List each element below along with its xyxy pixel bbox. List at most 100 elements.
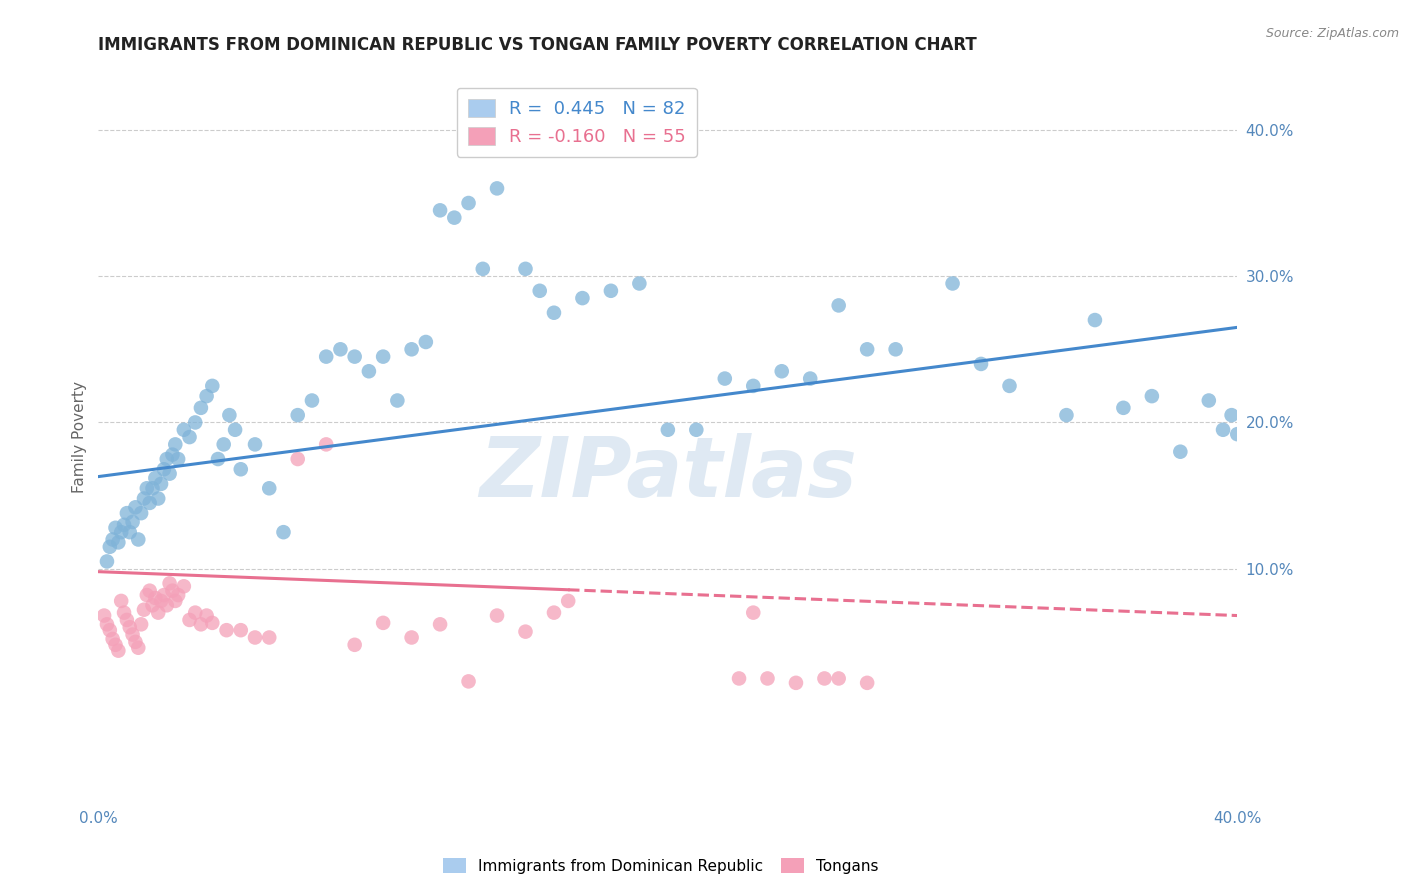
Y-axis label: Family Poverty: Family Poverty — [72, 381, 87, 493]
Point — [287, 452, 309, 467]
Point — [167, 452, 190, 467]
Point — [1226, 427, 1249, 442]
Point — [162, 583, 184, 598]
Point — [150, 594, 173, 608]
Point — [1056, 408, 1078, 422]
Point — [104, 521, 127, 535]
Point — [141, 599, 163, 613]
Point — [1140, 389, 1163, 403]
Point — [429, 617, 451, 632]
Point — [118, 620, 141, 634]
Point — [742, 606, 765, 620]
Point — [471, 261, 494, 276]
Point — [179, 613, 201, 627]
Point — [457, 196, 479, 211]
Point — [387, 393, 409, 408]
Point — [115, 613, 138, 627]
Point — [190, 617, 212, 632]
Point — [856, 343, 879, 357]
Point — [515, 261, 537, 276]
Text: ZIPatlas: ZIPatlas — [479, 434, 856, 514]
Point — [98, 540, 121, 554]
Point — [813, 672, 835, 686]
Point — [970, 357, 993, 371]
Point — [98, 623, 121, 637]
Point — [104, 638, 127, 652]
Point — [543, 306, 565, 320]
Point — [156, 452, 179, 467]
Point — [121, 515, 143, 529]
Point — [212, 437, 235, 451]
Point — [127, 640, 149, 655]
Point — [96, 617, 118, 632]
Point — [101, 533, 124, 547]
Point — [373, 615, 395, 630]
Point — [828, 672, 851, 686]
Point — [173, 579, 195, 593]
Point — [132, 491, 155, 506]
Point — [93, 608, 115, 623]
Point — [243, 631, 266, 645]
Point — [243, 437, 266, 451]
Point — [343, 638, 366, 652]
Point — [107, 535, 129, 549]
Point — [401, 631, 423, 645]
Point — [135, 481, 157, 495]
Point — [1112, 401, 1135, 415]
Point — [110, 594, 132, 608]
Point — [127, 533, 149, 547]
Point — [543, 606, 565, 620]
Point — [229, 462, 252, 476]
Point — [742, 379, 765, 393]
Point — [799, 371, 821, 385]
Point — [657, 423, 679, 437]
Point — [600, 284, 623, 298]
Point — [1084, 313, 1107, 327]
Point — [110, 525, 132, 540]
Point — [167, 588, 190, 602]
Point — [156, 599, 179, 613]
Point — [756, 672, 779, 686]
Point — [728, 672, 751, 686]
Point — [159, 467, 181, 481]
Point — [150, 476, 173, 491]
Point — [1212, 423, 1234, 437]
Point — [329, 343, 352, 357]
Point — [856, 676, 879, 690]
Point — [190, 401, 212, 415]
Point — [138, 496, 160, 510]
Point — [153, 588, 176, 602]
Point — [628, 277, 651, 291]
Point — [1198, 393, 1220, 408]
Point — [557, 594, 579, 608]
Point — [101, 632, 124, 646]
Point — [107, 643, 129, 657]
Point — [229, 623, 252, 637]
Point — [315, 437, 337, 451]
Point — [998, 379, 1021, 393]
Point — [118, 525, 141, 540]
Point — [138, 583, 160, 598]
Point — [124, 500, 146, 515]
Point — [148, 491, 170, 506]
Point — [132, 603, 155, 617]
Point — [165, 594, 187, 608]
Point — [1170, 444, 1192, 458]
Point — [714, 371, 737, 385]
Point — [215, 623, 238, 637]
Point — [415, 334, 437, 349]
Point — [141, 481, 163, 495]
Point — [571, 291, 593, 305]
Point — [153, 462, 176, 476]
Point — [515, 624, 537, 639]
Point — [124, 635, 146, 649]
Point — [96, 554, 118, 568]
Point — [159, 576, 181, 591]
Point — [148, 606, 170, 620]
Point — [207, 452, 229, 467]
Point — [112, 606, 135, 620]
Point — [195, 389, 218, 403]
Point — [173, 423, 195, 437]
Point — [259, 631, 281, 645]
Point — [343, 350, 366, 364]
